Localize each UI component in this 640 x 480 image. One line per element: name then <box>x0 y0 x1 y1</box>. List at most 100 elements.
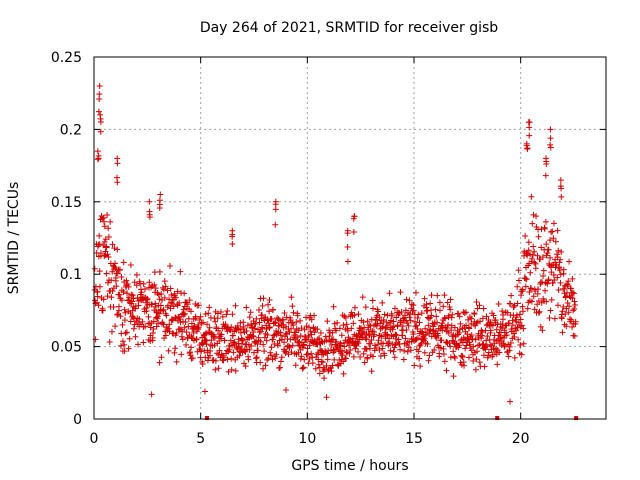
data-point <box>324 356 331 363</box>
data-point <box>433 313 440 320</box>
data-point <box>96 232 103 239</box>
data-point <box>287 336 294 343</box>
data-point <box>517 316 524 323</box>
data-point <box>212 318 219 325</box>
data-point <box>515 336 522 343</box>
y-tick-label: 0 <box>73 412 82 428</box>
data-point <box>547 135 554 142</box>
data-point <box>188 320 195 327</box>
data-point <box>438 337 445 344</box>
data-point <box>543 241 550 248</box>
data-point <box>451 355 458 362</box>
data-point <box>473 319 480 326</box>
data-point <box>456 326 463 333</box>
data-point <box>340 370 347 377</box>
data-point <box>272 201 279 208</box>
data-point <box>344 327 351 334</box>
data-point <box>548 296 555 303</box>
data-point <box>554 274 561 281</box>
data-point <box>255 307 262 314</box>
data-point <box>482 327 489 334</box>
data-point <box>232 302 239 309</box>
data-point <box>184 334 191 341</box>
data-point <box>100 296 107 303</box>
data-point <box>410 331 417 338</box>
data-point <box>351 213 358 220</box>
data-point <box>500 312 507 318</box>
data-point <box>557 279 564 286</box>
data-point <box>245 356 252 363</box>
data-point <box>537 323 544 330</box>
data-point <box>425 315 432 322</box>
data-point <box>208 337 215 344</box>
data-point <box>142 323 149 330</box>
data-point <box>386 290 393 297</box>
data-point <box>408 301 415 308</box>
data-point <box>150 318 157 325</box>
data-point <box>299 365 306 372</box>
data-point <box>308 350 315 357</box>
y-tick-label: 0.05 <box>51 340 82 356</box>
data-point <box>279 316 286 323</box>
data-point <box>528 193 535 200</box>
data-point <box>269 356 276 363</box>
data-point <box>252 355 259 362</box>
data-point <box>545 246 552 253</box>
data-point <box>375 337 382 344</box>
data-point <box>507 300 514 307</box>
data-point <box>108 328 115 335</box>
data-point <box>416 355 423 362</box>
data-point <box>421 349 428 356</box>
data-point <box>477 318 484 325</box>
data-point <box>220 354 227 361</box>
data-point <box>273 351 280 358</box>
data-point <box>133 282 140 289</box>
data-point <box>151 269 158 276</box>
data-point <box>465 354 472 361</box>
data-point <box>181 290 188 297</box>
data-point <box>565 278 572 285</box>
data-point <box>229 233 236 240</box>
data-point <box>519 308 526 315</box>
data-point <box>281 339 288 346</box>
data-point <box>276 337 283 344</box>
data-point <box>183 329 190 336</box>
data-point <box>203 337 210 344</box>
data-point <box>308 316 315 323</box>
data-point <box>110 304 117 311</box>
data-point <box>165 347 172 354</box>
data-point <box>254 347 261 354</box>
data-point <box>404 320 411 327</box>
data-point <box>215 327 222 334</box>
data-point <box>148 301 155 308</box>
data-point <box>115 303 122 310</box>
data-point <box>223 311 230 318</box>
data-point <box>540 273 547 280</box>
data-point <box>533 213 540 220</box>
data-point <box>526 124 533 131</box>
data-point <box>442 315 449 322</box>
data-point <box>511 354 518 361</box>
data-point <box>202 354 209 361</box>
data-point <box>161 294 168 301</box>
data-point <box>407 347 414 354</box>
data-point <box>242 363 249 370</box>
data-point <box>306 342 313 349</box>
data-point <box>366 332 373 339</box>
data-point <box>264 317 271 324</box>
data-point <box>446 340 453 347</box>
data-point <box>539 279 546 286</box>
data-point <box>256 329 263 336</box>
data-point <box>394 322 401 329</box>
data-point <box>548 229 555 236</box>
data-point <box>571 333 578 340</box>
data-point <box>487 327 494 334</box>
data-point <box>567 285 574 292</box>
data-point <box>183 341 190 348</box>
data-point <box>448 327 455 334</box>
data-point <box>447 306 454 313</box>
data-point <box>217 309 224 316</box>
data-point <box>391 354 398 361</box>
data-point <box>264 332 271 339</box>
data-point <box>116 266 123 273</box>
